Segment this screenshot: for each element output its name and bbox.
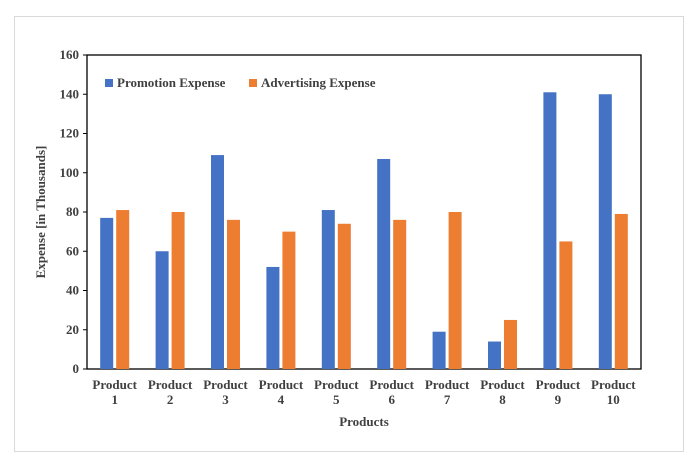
promotion-bar <box>432 331 446 369</box>
x-tick-label: Product <box>314 377 359 392</box>
legend-label-advertising: Advertising Expense <box>261 75 376 90</box>
y-axis-title: Expense [in Thousands] <box>33 146 48 279</box>
x-tick-label: Product <box>480 377 525 392</box>
y-tick-label: 80 <box>66 204 79 219</box>
promotion-bar <box>598 94 612 369</box>
advertising-bar <box>116 210 130 369</box>
promotion-bar <box>266 266 280 369</box>
promotion-bar <box>155 251 169 369</box>
x-tick-label: Product <box>369 377 414 392</box>
advertising-bar <box>614 213 628 369</box>
x-tick-label-line2: 3 <box>222 392 229 407</box>
x-tick-label: Product <box>591 377 636 392</box>
plot-area-border <box>86 54 642 370</box>
legend-label-promotion: Promotion Expense <box>117 75 226 90</box>
promotion-bar <box>211 155 224 369</box>
x-tick-label-line2: 9 <box>555 392 562 407</box>
x-tick-label-line2: 4 <box>278 392 285 407</box>
promotion-bar <box>377 159 391 369</box>
advertising-bar <box>282 231 296 369</box>
x-tick-label-line2: 8 <box>499 392 506 407</box>
x-tick-label: Product <box>92 377 137 392</box>
advertising-bar <box>171 212 185 369</box>
x-tick-label-line2: 5 <box>333 392 340 407</box>
y-tick-label: 40 <box>66 283 79 298</box>
promotion-bar <box>543 92 557 369</box>
x-tick-label-line2: 1 <box>111 392 118 407</box>
advertising-bar <box>227 219 240 369</box>
y-tick-label: 100 <box>60 165 80 180</box>
x-tick-label: Product <box>259 377 304 392</box>
x-tick-label: Product <box>203 377 248 392</box>
advertising-bar <box>393 219 407 369</box>
y-tick-label: 140 <box>60 86 80 101</box>
promotion-bar <box>488 341 501 369</box>
x-axis-title: Products <box>339 414 389 429</box>
x-tick-label: Product <box>148 377 193 392</box>
y-tick-label: 160 <box>60 47 80 62</box>
legend-swatch-advertising <box>249 79 257 87</box>
advertising-bar <box>559 241 573 369</box>
x-tick-label-line2: 6 <box>388 392 395 407</box>
advertising-bar <box>448 212 462 369</box>
x-tick-label: Product <box>536 377 581 392</box>
x-tick-label-line2: 7 <box>444 392 451 407</box>
advertising-bar <box>504 319 517 369</box>
x-tick-label-line2: 10 <box>607 392 620 407</box>
y-tick-label: 120 <box>60 126 80 141</box>
legend-swatch-promotion <box>105 79 113 87</box>
promotion-bar <box>100 217 114 369</box>
promotion-bar <box>321 210 335 369</box>
bar-chart: 020406080100120140160Product1Product2Pro… <box>33 47 642 429</box>
chart-frame: 0 20 40 60 80 100 120 140 160 Product 1 Product 2 Pro… <box>14 16 684 452</box>
y-tick-label: 60 <box>66 243 79 258</box>
x-tick-label-line2: 2 <box>167 392 174 407</box>
advertising-bar <box>337 223 351 369</box>
y-tick-label: 0 <box>73 361 80 376</box>
x-tick-label: Product <box>425 377 470 392</box>
y-tick-label: 20 <box>66 322 79 337</box>
